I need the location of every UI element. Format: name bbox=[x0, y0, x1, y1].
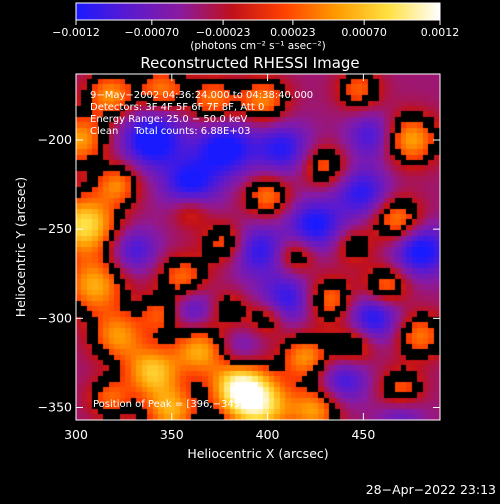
colorbar-tick-label: −0.0012 bbox=[52, 26, 100, 39]
colorbar-gradient bbox=[75, 2, 441, 21]
annotation-peak: Position of Peak = [396,−349] bbox=[93, 399, 244, 410]
y-tick-label: −350 bbox=[38, 400, 72, 415]
x-tick-label: 400 bbox=[256, 427, 280, 442]
y-tick-label: −200 bbox=[38, 132, 72, 147]
colorbar: −0.0012 −0.00070 −0.00023 0.00023 0.00070 0.0… bbox=[52, 2, 459, 52]
colorbar-tick-label: −0.00023 bbox=[196, 26, 251, 39]
annotation-counts: Clean Total counts: 6.88E+03 bbox=[90, 126, 250, 137]
x-tick-label: 300 bbox=[64, 427, 88, 442]
colorbar-units: (photons cm⁻² s⁻¹ asec⁻²) bbox=[190, 40, 325, 52]
colorbar-tick-label: −0.00070 bbox=[124, 26, 179, 39]
plot-area: 300 350 400 450 −200 −250 −300 −350 9−May−2002… bbox=[38, 73, 441, 442]
heatmap-image bbox=[76, 74, 440, 420]
colorbar-tick-label: 0.00023 bbox=[270, 26, 316, 39]
annotation-block: 9−May−2002 04:36:24.000 to 04:38:40.000 … bbox=[90, 90, 313, 410]
y-axis-ticks: −200 −250 −300 −350 bbox=[38, 132, 440, 415]
y-axis-label: Heliocentric Y (arcsec) bbox=[13, 177, 28, 317]
colorbar-tick-label: 0.0012 bbox=[421, 26, 460, 39]
plot-frame bbox=[75, 73, 441, 421]
heatmap-canvas bbox=[76, 74, 440, 420]
render-timestamp: 28−Apr−2022 23:13 bbox=[366, 482, 496, 497]
chart-title: Reconstructed RHESSI Image bbox=[140, 54, 359, 72]
y-tick-label: −250 bbox=[38, 221, 72, 236]
annotation-detectors: Detectors: 3F 4F 5F 6F 7F 8F, Att 0 bbox=[90, 102, 264, 113]
x-axis-label: Heliocentric X (arcsec) bbox=[187, 446, 328, 461]
x-tick-label: 450 bbox=[351, 427, 375, 442]
colorbar-ticks: −0.0012 −0.00070 −0.00023 0.00023 0.00070 0.0… bbox=[52, 20, 459, 39]
x-tick-label: 350 bbox=[160, 427, 184, 442]
x-axis-ticks: 300 350 400 450 bbox=[64, 74, 375, 442]
colorbar-tick-label: 0.00070 bbox=[341, 26, 387, 39]
annotation-time: 9−May−2002 04:36:24.000 to 04:38:40.000 bbox=[90, 90, 313, 101]
y-tick-label: −300 bbox=[38, 310, 72, 325]
annotation-energy: Energy Range: 25.0 − 50.0 keV bbox=[90, 114, 247, 125]
